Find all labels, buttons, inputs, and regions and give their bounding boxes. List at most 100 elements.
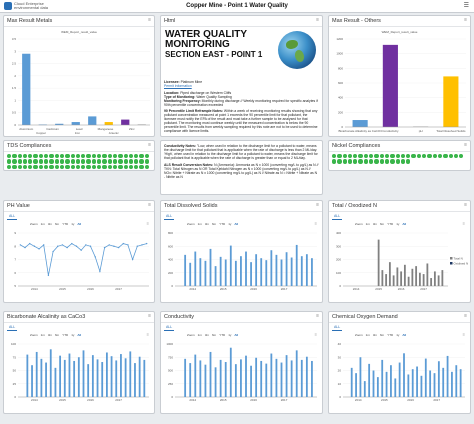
bar[interactable]	[352, 120, 368, 127]
permit-information-link[interactable]: Permit Information	[164, 84, 192, 88]
bar[interactable]	[270, 250, 273, 286]
bar[interactable]	[229, 245, 232, 286]
bar[interactable]	[129, 351, 132, 397]
data-point[interactable]	[71, 242, 73, 245]
bar[interactable]	[194, 251, 197, 286]
metals-bar-chart[interactable]: 0 0.5 1 1.5 2 2.5 3 3.5 Aluminium Cadmium Lead Mang…	[4, 35, 154, 137]
bar[interactable]	[446, 355, 449, 397]
data-point[interactable]	[89, 245, 92, 247]
zoom-button[interactable]: 1m	[40, 222, 45, 226]
bar[interactable]	[59, 355, 62, 397]
zoom-button[interactable]: YTD	[62, 333, 69, 337]
tab-all[interactable]: ALL	[332, 325, 343, 331]
bar[interactable]	[234, 260, 237, 286]
bar[interactable]	[204, 260, 207, 286]
zoom-button[interactable]: 1y	[396, 222, 400, 226]
zoom-button[interactable]: 1m	[40, 333, 45, 337]
tab-all[interactable]: ALL	[164, 214, 175, 220]
bar[interactable]	[91, 355, 94, 397]
bar[interactable]	[245, 355, 247, 397]
data-point[interactable]	[103, 246, 106, 249]
bar[interactable]	[385, 371, 388, 397]
bar[interactable]	[413, 126, 429, 128]
zoom-button[interactable]: All	[234, 222, 239, 226]
zoom-button[interactable]: 1y	[228, 222, 232, 226]
bar[interactable]	[407, 276, 410, 286]
zoom-button[interactable]: 6m	[212, 333, 217, 337]
bar[interactable]	[245, 251, 247, 286]
zoom-button[interactable]: 1y	[396, 333, 400, 337]
bar[interactable]	[55, 123, 64, 125]
bar[interactable]	[143, 359, 146, 397]
data-point[interactable]	[141, 244, 143, 246]
bar[interactable]	[68, 353, 71, 397]
bar[interactable]	[101, 362, 104, 397]
bar[interactable]	[88, 116, 97, 125]
bar[interactable]	[45, 362, 47, 397]
bar[interactable]	[285, 355, 288, 397]
bar[interactable]	[240, 256, 242, 286]
bar[interactable]	[184, 358, 187, 397]
bar[interactable]	[120, 354, 122, 397]
bar[interactable]	[194, 354, 197, 397]
bar[interactable]	[442, 367, 445, 397]
ph-chart[interactable]: 5 6 7 8 9 2014 2015 2016 2017	[4, 227, 154, 302]
zoom-button[interactable]: YTD	[387, 222, 394, 226]
bar[interactable]	[250, 365, 252, 397]
bar[interactable]	[219, 359, 222, 397]
data-point[interactable]	[28, 242, 31, 245]
bar[interactable]	[300, 256, 303, 286]
bar[interactable]	[422, 274, 425, 286]
zoom-button[interactable]: 3m	[47, 222, 53, 226]
bar[interactable]	[290, 360, 293, 397]
bar[interactable]	[40, 358, 43, 397]
bar[interactable]	[385, 274, 388, 286]
bar[interactable]	[260, 360, 263, 397]
bar[interactable]	[214, 266, 217, 286]
bar[interactable]	[234, 364, 237, 397]
chart-context-menu-icon[interactable]: ≡	[314, 221, 317, 226]
bar[interactable]	[451, 371, 453, 397]
bar[interactable]	[22, 53, 31, 125]
data-point[interactable]	[19, 244, 22, 246]
bar[interactable]	[429, 370, 432, 398]
bar[interactable]	[71, 122, 80, 125]
bar[interactable]	[376, 377, 379, 397]
bar[interactable]	[110, 356, 113, 397]
bar[interactable]	[255, 254, 258, 286]
zoom-button[interactable]: All	[234, 333, 239, 337]
bar[interactable]	[250, 262, 252, 286]
panel-menu-icon[interactable]: ≡	[316, 202, 319, 208]
bar[interactable]	[138, 356, 141, 397]
panel-menu-icon[interactable]: ≡	[148, 202, 151, 208]
panel-menu-icon[interactable]: ≡	[464, 142, 467, 148]
bar[interactable]	[437, 275, 440, 286]
data-point[interactable]	[94, 256, 96, 258]
panel-menu-icon[interactable]: ≡	[148, 313, 151, 319]
data-point[interactable]	[145, 242, 148, 245]
data-point[interactable]	[66, 246, 68, 249]
panel-menu-icon[interactable]: ≡	[316, 313, 319, 319]
bar[interactable]	[415, 266, 418, 286]
tds-chart[interactable]: 0 200 400 600 800 2014 2015 2016 2017	[161, 227, 322, 302]
bar[interactable]	[49, 349, 52, 397]
bar[interactable]	[443, 76, 459, 127]
bar[interactable]	[35, 351, 38, 397]
bar[interactable]	[275, 358, 278, 397]
bar[interactable]	[104, 122, 113, 125]
series-line[interactable]	[20, 243, 147, 276]
bar[interactable]	[295, 244, 298, 286]
bar[interactable]	[368, 363, 371, 397]
data-point[interactable]	[33, 245, 36, 247]
bar[interactable]	[430, 278, 433, 286]
bar[interactable]	[400, 271, 403, 286]
bar[interactable]	[265, 260, 268, 286]
bar[interactable]	[240, 359, 242, 397]
tab-all[interactable]: ALL	[7, 325, 18, 331]
bar[interactable]	[382, 44, 398, 127]
tab-all[interactable]: ALL	[7, 214, 18, 220]
panel-menu-icon[interactable]: ≡	[464, 202, 467, 208]
zoom-button[interactable]: All	[402, 222, 407, 226]
bar[interactable]	[224, 259, 227, 287]
bar[interactable]	[392, 275, 395, 286]
